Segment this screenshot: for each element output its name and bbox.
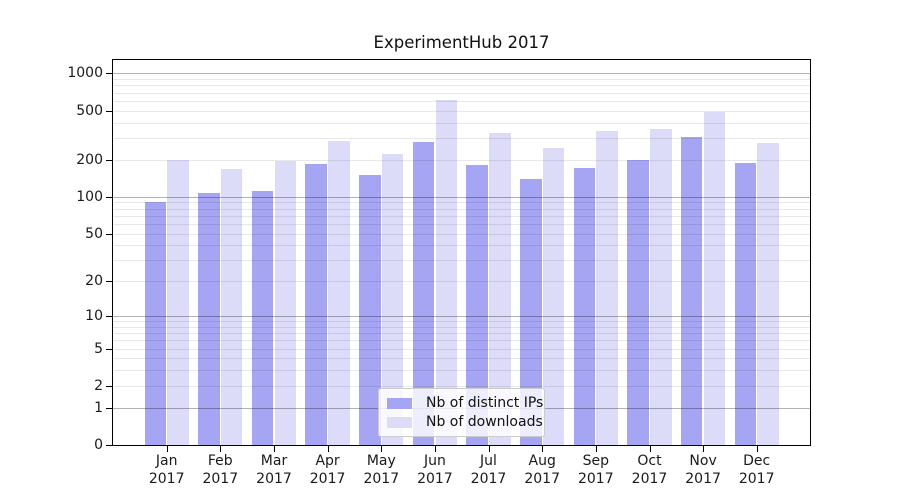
y-tick-label: 1 (94, 399, 103, 416)
x-tick-label: Sep 2017 (561, 453, 631, 488)
y-tick-mark (106, 110, 112, 112)
legend-label-distinct-ips: Nb of distinct IPs (426, 395, 544, 411)
y-tick-mark (106, 316, 112, 317)
y-tick-mark (106, 348, 112, 350)
y-tick-mark (106, 407, 112, 409)
legend-item-distinct-ips: Nb of distinct IPs (387, 395, 543, 411)
legend-item-downloads: Nb of downloads (387, 414, 543, 430)
x-tick-label-year: 2017 (738, 470, 775, 487)
y-tick-mark (106, 73, 112, 75)
y-tick-label: 20 (85, 273, 103, 290)
x-tick-label-year: 2017 (363, 470, 400, 487)
x-tick-mark (756, 446, 758, 452)
x-tick-label-year: 2017 (577, 470, 614, 487)
x-tick-mark (542, 446, 544, 452)
y-tick-mark (106, 159, 112, 161)
bar-distinct-ips (251, 190, 274, 445)
x-tick-label: Jun 2017 (400, 453, 470, 488)
legend: Nb of distinct IPs Nb of downloads (378, 388, 545, 437)
x-tick-label: Feb 2017 (185, 453, 255, 488)
y-tick-label: 50 (85, 225, 103, 242)
bar-downloads (435, 100, 458, 445)
x-tick-label: Oct 2017 (615, 453, 685, 488)
x-tick-mark (166, 446, 168, 452)
bar-downloads (381, 153, 404, 445)
bar-distinct-ips (412, 141, 435, 445)
legend-swatch-distinct-ips-icon (387, 397, 412, 409)
y-tick-label: 5 (94, 340, 103, 357)
bar-distinct-ips (520, 179, 542, 445)
bar-downloads (650, 129, 672, 445)
bar-distinct-ips (573, 168, 596, 445)
legend-label-downloads: Nb of downloads (426, 414, 543, 430)
bar-distinct-ips (305, 164, 327, 445)
y-tick-label: 100 (76, 188, 103, 205)
x-tick-mark (381, 446, 383, 452)
x-tick-mark (327, 446, 329, 452)
bar-distinct-ips (680, 137, 703, 445)
x-tick-label: Jul 2017 (454, 453, 524, 488)
bar-downloads (220, 168, 243, 445)
x-tick-label: May 2017 (346, 453, 416, 488)
y-tick-label: 500 (76, 102, 103, 119)
bar-downloads (596, 131, 618, 445)
x-tick-mark (649, 446, 651, 452)
bar-distinct-ips (198, 192, 220, 445)
y-tick-label: 1000 (67, 65, 103, 82)
bar-distinct-ips (144, 201, 167, 445)
bar-downloads (274, 160, 297, 445)
y-tick-mark (106, 281, 112, 283)
plot-area (113, 60, 810, 445)
x-tick-mark (220, 446, 222, 452)
bar-distinct-ips (466, 165, 488, 445)
bar-distinct-ips (359, 175, 381, 445)
x-tick-label-year: 2017 (524, 470, 560, 487)
bar-downloads (703, 112, 726, 445)
x-tick-label-year: 2017 (470, 470, 507, 487)
y-tick-mark (106, 233, 112, 235)
bar-distinct-ips (734, 162, 757, 445)
x-tick-label: Nov 2017 (668, 453, 738, 488)
x-tick-mark (434, 446, 436, 452)
x-tick-label: Mar 2017 (239, 453, 309, 488)
y-tick-label: 0 (94, 437, 103, 453)
y-tick-mark (106, 196, 112, 198)
x-tick-label-year: 2017 (309, 470, 346, 487)
bar-downloads (542, 148, 565, 445)
bar-downloads (328, 141, 350, 445)
x-tick-label-year: 2017 (685, 470, 721, 487)
x-tick-label: Apr 2017 (293, 453, 363, 488)
y-tick-label: 10 (85, 308, 103, 324)
y-tick-mark (106, 445, 112, 446)
bar-downloads (167, 159, 189, 445)
bar-distinct-ips (627, 159, 649, 445)
y-tick-label: 200 (76, 151, 103, 168)
bar-downloads (489, 133, 511, 445)
legend-swatch-downloads-icon (387, 416, 412, 428)
x-tick-label-year: 2017 (148, 470, 185, 487)
x-tick-label-year: 2017 (256, 470, 292, 487)
x-tick-label-year: 2017 (202, 470, 239, 487)
bar-downloads (757, 142, 779, 445)
bars-layer (113, 60, 810, 445)
x-tick-label: Jan 2017 (132, 453, 202, 488)
x-tick-mark (595, 446, 597, 452)
x-tick-label: Dec 2017 (722, 453, 792, 488)
y-tick-label: 2 (94, 377, 103, 394)
x-tick-label: Aug 2017 (507, 453, 577, 488)
y-tick-mark (106, 385, 112, 387)
x-tick-mark (274, 446, 275, 452)
x-tick-label-year: 2017 (417, 470, 453, 487)
x-tick-mark (488, 446, 490, 452)
x-tick-mark (703, 446, 705, 452)
chart-title: ExperimentHub 2017 (373, 33, 550, 52)
x-tick-label-year: 2017 (631, 470, 668, 487)
